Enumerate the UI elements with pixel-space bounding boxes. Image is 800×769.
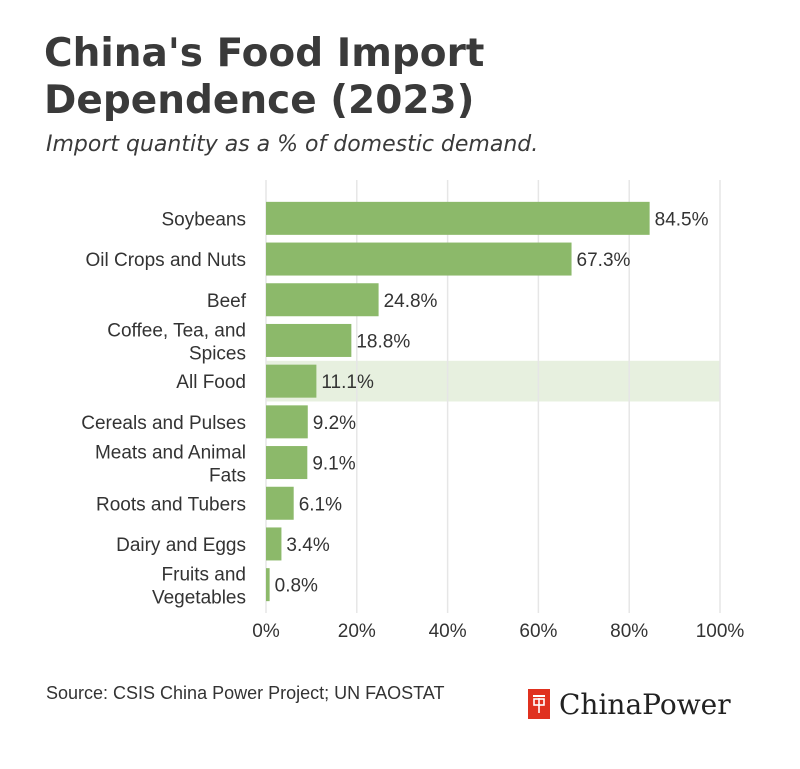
- category-label: Beef: [207, 291, 247, 312]
- bar: [266, 486, 294, 520]
- value-label: 11.1%: [321, 372, 374, 393]
- bar: [266, 527, 282, 561]
- value-label: 67.3%: [577, 250, 631, 271]
- value-label: 9.2%: [313, 413, 356, 434]
- x-tick-label: 20%: [338, 621, 376, 642]
- category-label: Oil Crops and Nuts: [85, 250, 246, 271]
- brand-logo: ChinaPower: [528, 686, 731, 722]
- value-label: 24.8%: [384, 291, 438, 312]
- bar: [266, 364, 317, 398]
- bar: [266, 242, 572, 276]
- category-label: Coffee, Tea, and Spices: [107, 320, 246, 364]
- bar: [266, 446, 308, 480]
- source-note: Source: CSIS China Power Project; UN FAO…: [46, 683, 445, 703]
- value-label: 18.8%: [356, 331, 410, 352]
- category-label: Roots and Tubers: [96, 494, 246, 515]
- bar-chart: 84.5% Soybeans 67.3% Oil Crops and Nuts 24.8…: [81, 180, 745, 642]
- category-label: All Food: [176, 372, 246, 393]
- chart-title: China's Food Import Dependence (2023): [44, 31, 485, 123]
- category-label: Soybeans: [161, 209, 246, 230]
- x-tick-label: 0%: [252, 621, 280, 642]
- brand-name: ChinaPower: [559, 687, 731, 721]
- value-label: 3.4%: [286, 535, 329, 556]
- value-label: 6.1%: [299, 494, 342, 515]
- value-label: 9.1%: [312, 454, 355, 475]
- category-label: Fruits and Vegetables: [152, 565, 246, 609]
- category-label: Dairy and Eggs: [116, 535, 246, 556]
- bar: [266, 283, 379, 317]
- value-label: 84.5%: [655, 209, 709, 230]
- x-tick-label: 60%: [519, 621, 557, 642]
- x-tick-label: 80%: [610, 621, 648, 642]
- chart-subtitle: Import quantity as a % of domestic deman…: [46, 132, 539, 157]
- value-label: 0.8%: [275, 576, 318, 597]
- bar: [266, 201, 650, 235]
- x-tick-label: 40%: [429, 621, 467, 642]
- x-tick-label: 100%: [696, 621, 745, 642]
- bar: [266, 568, 270, 602]
- bar: [266, 323, 352, 357]
- chinapower-logo-icon: [528, 689, 550, 719]
- bar: [266, 405, 308, 439]
- highlight-band: [266, 360, 720, 402]
- category-label: Meats and Animal Fats: [95, 443, 246, 487]
- category-label: Cereals and Pulses: [81, 413, 246, 434]
